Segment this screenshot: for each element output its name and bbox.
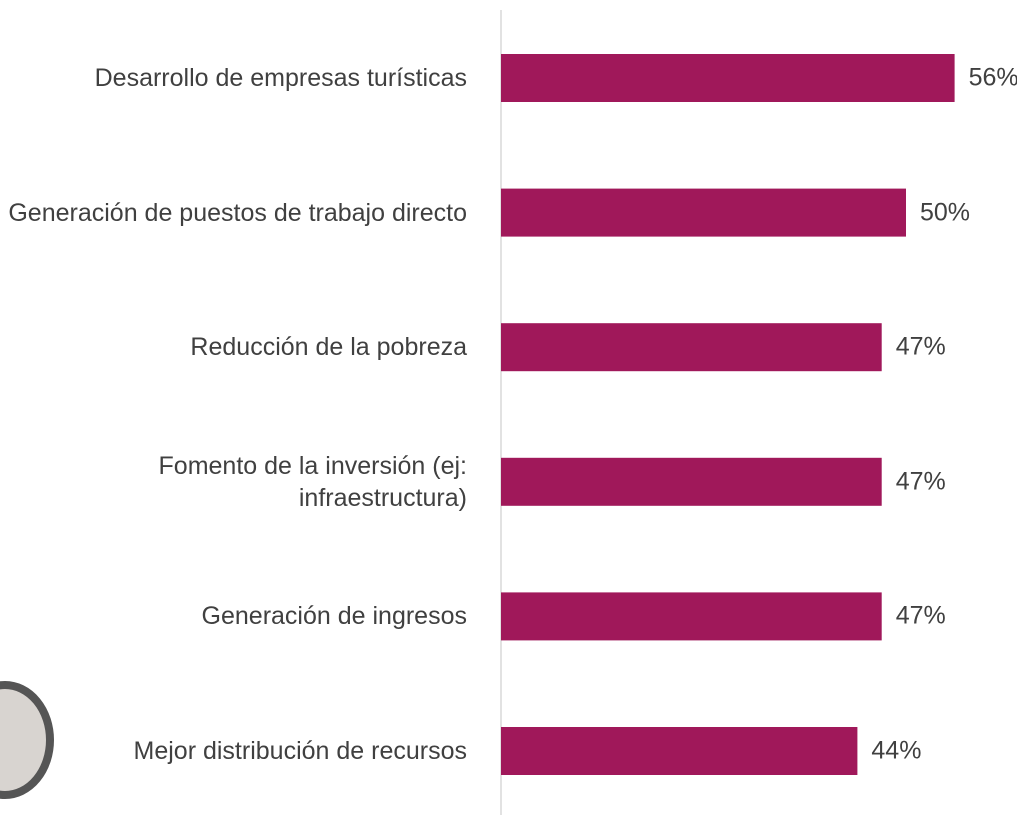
- chart-canvas: [0, 0, 1017, 815]
- bar: [501, 189, 906, 237]
- bar: [501, 54, 955, 102]
- bar: [501, 727, 857, 775]
- chart: Desarrollo de empresas turísticas 56% Gene…: [0, 0, 1017, 815]
- value-label: 47%: [896, 602, 946, 631]
- value-label: 47%: [896, 467, 946, 496]
- category-label: Reducción de la pobreza: [7, 331, 467, 363]
- bar: [501, 458, 882, 506]
- bar: [501, 592, 882, 640]
- category-label: Fomento de la inversión (ej: infraestruc…: [7, 450, 467, 514]
- category-label: Mejor distribución de recursos: [7, 735, 467, 767]
- value-label: 44%: [871, 737, 921, 766]
- value-label: 50%: [920, 198, 970, 227]
- category-label: Generación de puestos de trabajo directo: [7, 197, 467, 229]
- bar: [501, 323, 882, 371]
- category-label: Generación de ingresos: [7, 600, 467, 632]
- value-label: 47%: [896, 333, 946, 362]
- value-label: 56%: [969, 64, 1017, 93]
- category-label: Desarrollo de empresas turísticas: [7, 62, 467, 94]
